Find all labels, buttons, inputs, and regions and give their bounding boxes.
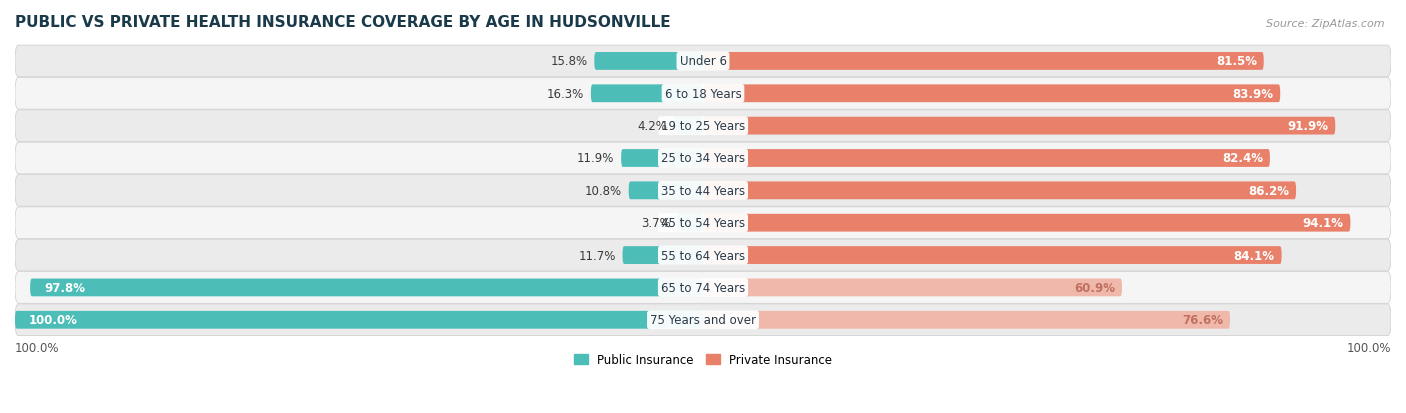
Text: 3.7%: 3.7% bbox=[641, 217, 671, 230]
FancyBboxPatch shape bbox=[621, 150, 703, 168]
Text: 94.1%: 94.1% bbox=[1302, 217, 1344, 230]
FancyBboxPatch shape bbox=[703, 311, 1230, 329]
Legend: Public Insurance, Private Insurance: Public Insurance, Private Insurance bbox=[569, 349, 837, 371]
FancyBboxPatch shape bbox=[595, 53, 703, 71]
Text: 86.2%: 86.2% bbox=[1249, 184, 1289, 197]
Text: Under 6: Under 6 bbox=[679, 55, 727, 68]
Text: 100.0%: 100.0% bbox=[15, 341, 59, 354]
FancyBboxPatch shape bbox=[703, 53, 1264, 71]
FancyBboxPatch shape bbox=[703, 117, 1336, 135]
Text: 97.8%: 97.8% bbox=[44, 281, 84, 294]
Text: 91.9%: 91.9% bbox=[1288, 120, 1329, 133]
Text: 82.4%: 82.4% bbox=[1222, 152, 1263, 165]
FancyBboxPatch shape bbox=[15, 311, 703, 329]
FancyBboxPatch shape bbox=[30, 279, 703, 297]
Text: 4.2%: 4.2% bbox=[637, 120, 668, 133]
FancyBboxPatch shape bbox=[703, 279, 1122, 297]
FancyBboxPatch shape bbox=[703, 85, 1281, 103]
FancyBboxPatch shape bbox=[15, 240, 1391, 271]
Text: 11.9%: 11.9% bbox=[576, 152, 614, 165]
Text: 84.1%: 84.1% bbox=[1233, 249, 1275, 262]
FancyBboxPatch shape bbox=[15, 143, 1391, 174]
Text: 45 to 54 Years: 45 to 54 Years bbox=[661, 217, 745, 230]
FancyBboxPatch shape bbox=[15, 304, 1391, 336]
FancyBboxPatch shape bbox=[703, 247, 1282, 264]
FancyBboxPatch shape bbox=[623, 247, 703, 264]
Text: 81.5%: 81.5% bbox=[1216, 55, 1257, 68]
FancyBboxPatch shape bbox=[703, 150, 1270, 168]
FancyBboxPatch shape bbox=[15, 46, 1391, 78]
Text: 55 to 64 Years: 55 to 64 Years bbox=[661, 249, 745, 262]
Text: 19 to 25 Years: 19 to 25 Years bbox=[661, 120, 745, 133]
Text: 10.8%: 10.8% bbox=[585, 184, 621, 197]
Text: Source: ZipAtlas.com: Source: ZipAtlas.com bbox=[1267, 19, 1385, 28]
FancyBboxPatch shape bbox=[15, 111, 1391, 142]
Text: 6 to 18 Years: 6 to 18 Years bbox=[665, 88, 741, 100]
FancyBboxPatch shape bbox=[15, 175, 1391, 206]
Text: 100.0%: 100.0% bbox=[28, 313, 77, 327]
Text: 25 to 34 Years: 25 to 34 Years bbox=[661, 152, 745, 165]
FancyBboxPatch shape bbox=[673, 117, 703, 135]
Text: 15.8%: 15.8% bbox=[550, 55, 588, 68]
FancyBboxPatch shape bbox=[591, 85, 703, 103]
Text: 100.0%: 100.0% bbox=[1347, 341, 1391, 354]
FancyBboxPatch shape bbox=[703, 214, 1350, 232]
FancyBboxPatch shape bbox=[15, 78, 1391, 110]
Text: 60.9%: 60.9% bbox=[1074, 281, 1115, 294]
Text: 16.3%: 16.3% bbox=[547, 88, 583, 100]
FancyBboxPatch shape bbox=[15, 207, 1391, 239]
Text: PUBLIC VS PRIVATE HEALTH INSURANCE COVERAGE BY AGE IN HUDSONVILLE: PUBLIC VS PRIVATE HEALTH INSURANCE COVER… bbox=[15, 15, 671, 30]
FancyBboxPatch shape bbox=[678, 214, 703, 232]
Text: 35 to 44 Years: 35 to 44 Years bbox=[661, 184, 745, 197]
Text: 11.7%: 11.7% bbox=[578, 249, 616, 262]
Text: 76.6%: 76.6% bbox=[1182, 313, 1223, 327]
Text: 75 Years and over: 75 Years and over bbox=[650, 313, 756, 327]
Text: 65 to 74 Years: 65 to 74 Years bbox=[661, 281, 745, 294]
Text: 83.9%: 83.9% bbox=[1232, 88, 1274, 100]
FancyBboxPatch shape bbox=[15, 272, 1391, 304]
FancyBboxPatch shape bbox=[703, 182, 1296, 200]
FancyBboxPatch shape bbox=[628, 182, 703, 200]
